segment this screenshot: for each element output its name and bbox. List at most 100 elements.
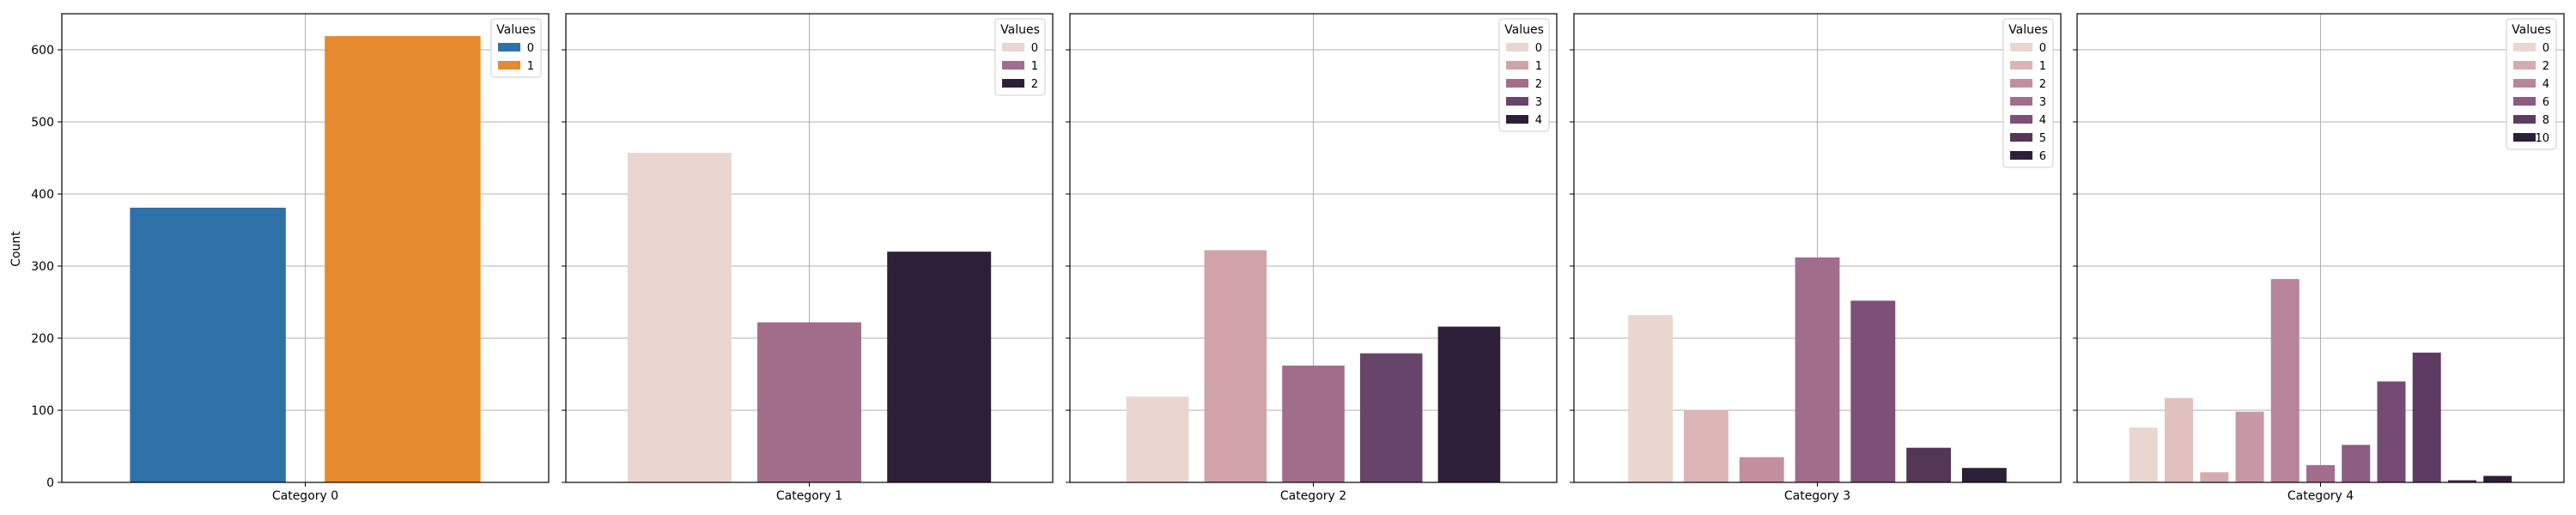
legend-label-0: 0	[2039, 42, 2046, 55]
legend-swatch-1	[2010, 61, 2032, 70]
chart-panel-4: Category 4 Values 0 2 4 6 8 10	[2073, 13, 2565, 503]
bar-series-2	[1739, 457, 1784, 482]
legend-label-0: 0	[527, 42, 534, 55]
legend-swatch-3	[2010, 97, 2032, 106]
legend-label-1: 1	[1031, 60, 1038, 73]
legend-label-0: 0	[1535, 42, 1542, 55]
legend-label-4: 4	[1535, 114, 1542, 127]
bar-series-1	[757, 322, 861, 482]
legend-title: Values	[2512, 23, 2551, 37]
x-tick-label: Category 2	[1280, 489, 1346, 503]
legend-title: Values	[1504, 23, 1544, 37]
legend-label-2: 2	[1535, 78, 1542, 91]
bar-series-8	[2412, 352, 2441, 482]
axes-frame	[565, 13, 1054, 483]
legend: Values 0 1 2 3 4	[1498, 18, 1550, 132]
legend-box	[2002, 18, 2054, 168]
legend-label-2: 2	[2039, 78, 2046, 91]
bar-series-2	[887, 251, 992, 482]
bar-series-3	[2235, 411, 2264, 482]
legend-swatch-0	[1506, 43, 1528, 52]
bar-series-7	[2377, 381, 2406, 482]
legend-swatch-4	[2513, 79, 2536, 88]
legend-swatch-6	[2010, 151, 2032, 160]
legend-swatch-2	[1506, 79, 1528, 88]
legend-swatch-6	[2513, 97, 2536, 106]
chart-panel-2: Category 2 Values 0 1 2 3 4	[1066, 13, 1558, 503]
legend-label-0: 0	[2543, 42, 2549, 55]
bar-series-1	[2165, 397, 2194, 482]
legend-swatch-1	[498, 61, 520, 70]
legend-swatch-10	[2513, 133, 2536, 142]
bar-series-1	[1683, 410, 1728, 482]
bar-series-4	[1437, 326, 1501, 482]
y-tick-label-600: 600	[31, 44, 54, 58]
x-tick-label: Category 0	[272, 489, 338, 503]
legend-swatch-1	[1002, 61, 1024, 70]
axes-frame	[2076, 13, 2565, 483]
legend-swatch-0	[2513, 43, 2536, 52]
legend-title: Values	[496, 23, 536, 37]
bar-series-4	[1850, 300, 1896, 482]
legend-label-8: 8	[2543, 114, 2549, 127]
legend-swatch-2	[2513, 61, 2536, 70]
chart-panel-0: 0 100 200 300 400 500 600 Category 0 Values 0 1	[31, 13, 550, 503]
bar-series-3	[1795, 257, 1840, 482]
axes-frame	[61, 13, 550, 483]
legend-swatch-8	[2513, 115, 2536, 124]
legend-swatch-0	[498, 43, 520, 52]
bar-series-4	[2270, 279, 2300, 482]
chart-panel-3: Category 3 Values 0 1 2 3 4 5 6	[1570, 13, 2062, 503]
legend-box	[994, 18, 1046, 96]
x-tick-label: Category 3	[1784, 489, 1850, 503]
legend: Values 0 1	[490, 18, 542, 78]
legend-label-6: 6	[2543, 96, 2549, 109]
y-tick-label-0: 0	[46, 476, 54, 490]
bar-series-2	[1282, 365, 1345, 482]
legend-label-6: 6	[2039, 150, 2046, 163]
legend: Values 0 2 4 6 8 10	[2506, 18, 2557, 150]
legend: Values 0 1 2	[994, 18, 1046, 96]
bar-series-1	[1204, 250, 1267, 482]
legend-label-1: 1	[1535, 60, 1542, 73]
axes-frame	[1069, 13, 1558, 483]
legend: Values 0 1 2 3 4 5 6	[2002, 18, 2054, 168]
bar-series-2	[2200, 472, 2229, 482]
legend-label-0: 0	[1031, 42, 1038, 55]
legend-swatch-5	[2010, 133, 2032, 142]
bar-series-5	[1906, 447, 1952, 482]
legend-label-4: 4	[2039, 114, 2046, 127]
legend-label-4: 4	[2543, 78, 2549, 91]
bar-series-0	[1628, 315, 1674, 482]
legend-title: Values	[2008, 23, 2048, 37]
y-tick-label-400: 400	[31, 188, 54, 202]
bar-series-6	[2342, 445, 2371, 482]
y-tick-label-500: 500	[31, 116, 54, 130]
bar-series-0	[130, 207, 286, 482]
bar-series-0	[627, 153, 732, 482]
legend-swatch-2	[1002, 79, 1024, 88]
y-tick-label-200: 200	[31, 332, 54, 346]
legend-label-3: 3	[1535, 96, 1542, 109]
legend-label-1: 1	[527, 60, 534, 73]
x-tick-label: Category 4	[2287, 489, 2354, 503]
legend-swatch-1	[1506, 61, 1528, 70]
chart-panel-1: Category 1 Values 0 1 2	[562, 13, 1054, 503]
axes-frame	[1573, 13, 2062, 483]
legend-label-3: 3	[2039, 96, 2046, 109]
bar-series-0	[2129, 427, 2158, 482]
legend-swatch-0	[1002, 43, 1024, 52]
bar-series-0	[1126, 397, 1189, 482]
legend-label-2: 2	[1031, 78, 1038, 91]
legend-label-10: 10	[2535, 132, 2549, 145]
bar-series-3	[1359, 353, 1423, 482]
x-tick-label: Category 1	[776, 489, 842, 503]
legend-swatch-3	[1506, 97, 1528, 106]
legend-title: Values	[1000, 23, 1040, 37]
bar-series-10	[2483, 476, 2512, 482]
legend-swatch-4	[2010, 115, 2032, 124]
bar-series-5	[2306, 464, 2335, 482]
legend-swatch-2	[2010, 79, 2032, 88]
